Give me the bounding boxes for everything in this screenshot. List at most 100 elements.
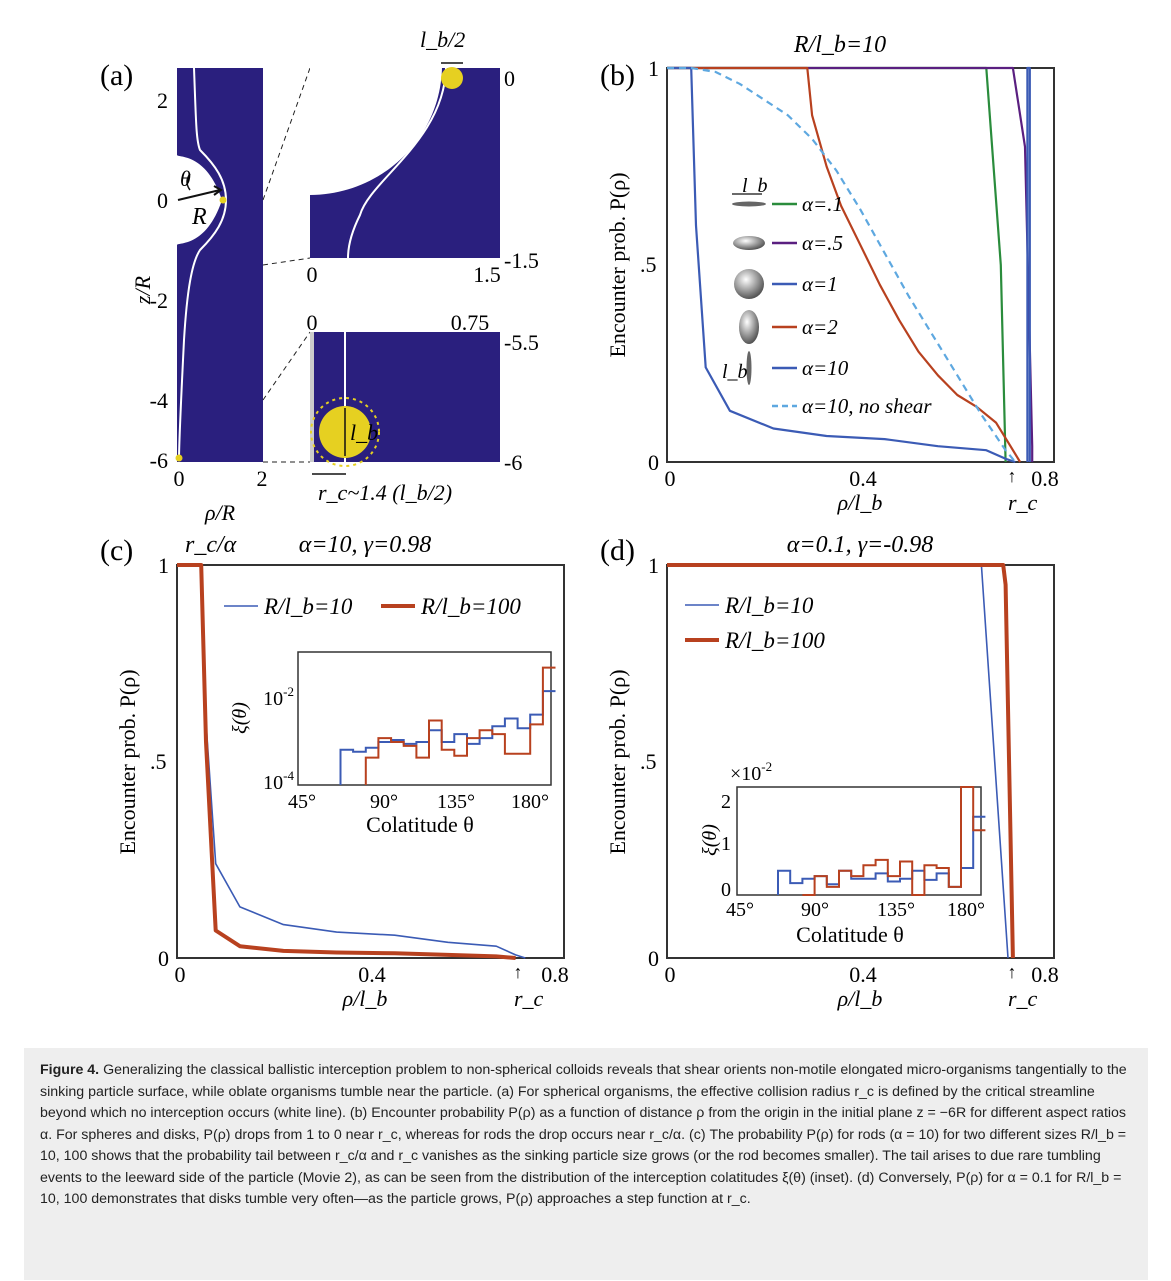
y-tick: .5 — [640, 252, 657, 277]
inset-y-label: ξ(θ) — [699, 824, 721, 856]
x-tick: 0.8 — [1031, 962, 1059, 987]
inset-bottom-tick: 0 — [307, 310, 318, 335]
rc-label: r_c~1.4 (l_b/2) — [318, 480, 452, 505]
panel-d-title: α=0.1, γ=-0.98 — [787, 532, 933, 558]
theta-arc — [186, 173, 191, 191]
panel-b-title: R/l_b=10 — [793, 32, 886, 58]
x-tick: 0.4 — [358, 962, 386, 987]
x-tick: 0 — [175, 962, 186, 987]
panel-d-x-ticks: 0 0.4 0.8 — [665, 962, 1059, 987]
r-label: R — [191, 204, 207, 230]
legend-label-r-l-b-100: R/l_b=100 — [420, 594, 521, 619]
panel-c-legend: R/l_b=10 R/l_b=100 — [224, 594, 521, 619]
caption-text: Generalizing the classical ballistic int… — [40, 1062, 1127, 1207]
y-axis-label: z/R — [130, 275, 155, 305]
rc-label: r_c — [1008, 490, 1038, 515]
panel-c-x-ticks: 0 0.4 0.8 — [175, 962, 569, 987]
x-axis-label: ρ/l_b — [342, 986, 388, 1011]
prolate-icon — [733, 236, 765, 250]
disk-icon — [746, 351, 752, 385]
y-tick: -2 — [150, 288, 168, 313]
inset-y-label: ξ(θ) — [229, 702, 251, 734]
legend-label-1: α=1 — [802, 272, 838, 296]
inset-bottom-tick: -6 — [504, 450, 522, 475]
zoom-line — [262, 67, 311, 201]
panel-d-label: (d) — [600, 534, 635, 567]
inset-top-tick: 1.5 — [473, 262, 501, 287]
caption-lead: Figure 4. — [40, 1062, 100, 1078]
legend-label-10: α=10 — [802, 356, 849, 380]
x-axis-label: ρ/l_b — [837, 986, 883, 1011]
critical-streamline — [178, 67, 228, 461]
zoom-inset-bottom: l_b 0 0.75 -5.5 -6 r_c~1.4 (l_b/2) — [307, 310, 539, 505]
y-tick: 0 — [157, 188, 168, 213]
y-axis-label: Encounter prob. P(ρ) — [605, 669, 630, 854]
inset-scale-label: ×10-2 — [730, 759, 772, 785]
legend-lb-label-2: l_b — [722, 361, 748, 383]
x-tick: 180° — [947, 899, 985, 921]
x-tick: 135° — [877, 899, 915, 921]
particle-arc — [310, 68, 442, 195]
series-line-5 — [667, 66, 1034, 462]
y-axis-label: Encounter prob. P(ρ) — [115, 669, 140, 854]
series-line-r-l-b-100 — [177, 563, 516, 960]
critical-streamline-zoom — [347, 67, 447, 259]
series-line-2 — [667, 66, 1022, 463]
legend-label-r-l-b-10: R/l_b=10 — [263, 594, 353, 619]
radius-arrow — [177, 189, 221, 201]
panel-d-inset-plot — [777, 786, 986, 896]
inset-edge — [310, 332, 314, 462]
inset-series-r-l-b-100 — [802, 786, 986, 896]
inset-x-label: Colatitude θ — [796, 922, 904, 947]
inset-top-tick: -1.5 — [504, 248, 539, 273]
panel-d-plot — [667, 563, 1015, 959]
panel-d-inset-x-ticks: 45° 90° 135° 180° — [726, 899, 985, 921]
inset-top-tick: 0 — [504, 66, 515, 91]
organism-dot — [219, 196, 227, 204]
legend-entries: α=.1 α=.5 α=1 α=2 α=10 α=10, no shear — [772, 192, 932, 418]
rc-marker-arrow: ↑ — [1008, 962, 1017, 982]
panel-d-legend: R/l_b=10 R/l_b=100 — [685, 593, 825, 653]
panel-c-frame — [176, 564, 565, 959]
legend-lb-label: l_b — [742, 175, 768, 197]
y-tick: 1 — [721, 833, 731, 855]
organism-top — [441, 67, 463, 89]
series-line-1 — [1026, 66, 1031, 462]
x-tick: 45° — [288, 791, 316, 813]
rod-icon — [732, 201, 766, 207]
panel-c-inset-plot — [339, 666, 556, 785]
x-tick: 2 — [257, 466, 268, 491]
x-tick: 90° — [801, 899, 829, 921]
y-tick: 1 — [158, 553, 169, 578]
legend-label-r-l-b-100: R/l_b=100 — [724, 628, 825, 653]
rc-alpha-label: r_c/α — [185, 532, 237, 558]
zoom-line — [262, 257, 311, 266]
y-tick: 0 — [648, 450, 659, 475]
theta-label: θ — [180, 166, 191, 191]
x-axis-label: ρ/R — [204, 500, 236, 525]
panel-b-y-ticks: 1 .5 0 — [640, 56, 659, 475]
y-tick: 2 — [157, 88, 168, 113]
panel-c-title: α=10, γ=0.98 — [299, 532, 431, 558]
panel-b-legend: l_b l_b α=.1 α=.5 α=1 α=2 α=10 α=10, no shear — [722, 175, 932, 418]
x-tick: 0.8 — [541, 962, 569, 987]
y-axis-label: Encounter prob. P(ρ) — [605, 172, 630, 357]
inset-bottom-tick: -5.5 — [504, 330, 539, 355]
inset-x-label: Colatitude θ — [366, 812, 474, 837]
collision-radius-ring — [310, 397, 380, 467]
x-tick: 0.4 — [849, 466, 877, 491]
rc-marker-arrow: ↑ — [514, 962, 523, 982]
y-tick: 2 — [721, 791, 731, 813]
series-line-10-no-shear — [667, 66, 1017, 463]
legend-label-2: α=2 — [802, 315, 838, 339]
legend-label-1: α=.1 — [802, 192, 843, 216]
y-tick: .5 — [640, 749, 657, 774]
y-tick: 1 — [648, 553, 659, 578]
panel-c-inset-y-ticks: 10-2 10-4 — [263, 684, 294, 794]
rc-label: r_c — [1008, 986, 1038, 1011]
panel-c: (c) r_c/α α=10, γ=0.98 1 .5 0 0 0.4 0.8 … — [100, 532, 569, 1011]
series-line-r-l-b-100 — [667, 563, 1015, 959]
y-tick: 0 — [721, 879, 731, 901]
x-tick: 90° — [370, 791, 398, 813]
panel-b-label: (b) — [600, 59, 635, 92]
